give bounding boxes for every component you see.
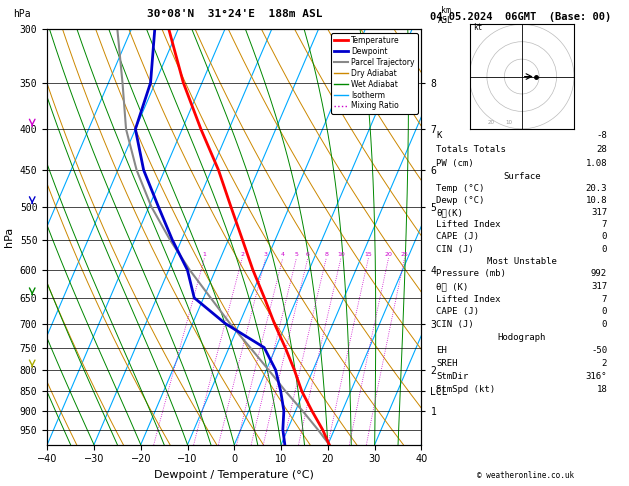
Text: 6: 6 bbox=[306, 252, 309, 257]
Text: 20: 20 bbox=[488, 121, 495, 125]
Text: θᴄ (K): θᴄ (K) bbox=[437, 282, 469, 291]
X-axis label: Dewpoint / Temperature (°C): Dewpoint / Temperature (°C) bbox=[154, 470, 314, 480]
Text: 10.8: 10.8 bbox=[586, 196, 607, 205]
Text: θᴄ(K): θᴄ(K) bbox=[437, 208, 464, 217]
Text: 18: 18 bbox=[596, 385, 607, 394]
Text: 2: 2 bbox=[602, 359, 607, 368]
Text: 1: 1 bbox=[203, 252, 206, 257]
Text: 04.05.2024  06GMT  (Base: 00): 04.05.2024 06GMT (Base: 00) bbox=[430, 12, 611, 22]
Text: Surface: Surface bbox=[503, 172, 540, 181]
Text: -50: -50 bbox=[591, 346, 607, 355]
Text: 0: 0 bbox=[602, 244, 607, 254]
Text: CIN (J): CIN (J) bbox=[437, 320, 474, 329]
Text: StmDir: StmDir bbox=[437, 372, 469, 381]
Text: Hodograph: Hodograph bbox=[498, 332, 546, 342]
Text: Lifted Index: Lifted Index bbox=[437, 220, 501, 229]
Text: PW (cm): PW (cm) bbox=[437, 159, 474, 168]
Text: EH: EH bbox=[437, 346, 447, 355]
Text: Pressure (mb): Pressure (mb) bbox=[437, 269, 506, 278]
Text: 10: 10 bbox=[505, 121, 512, 125]
Text: -8: -8 bbox=[596, 131, 607, 140]
Y-axis label: hPa: hPa bbox=[4, 227, 14, 247]
Text: Dewp (°C): Dewp (°C) bbox=[437, 196, 485, 205]
Text: 30°08'N  31°24'E  188m ASL: 30°08'N 31°24'E 188m ASL bbox=[147, 9, 322, 19]
Text: Most Unstable: Most Unstable bbox=[487, 257, 557, 266]
Text: hPa: hPa bbox=[13, 9, 31, 19]
Text: 5: 5 bbox=[294, 252, 298, 257]
Text: 4: 4 bbox=[281, 252, 285, 257]
Text: CAPE (J): CAPE (J) bbox=[437, 307, 479, 316]
Text: Lifted Index: Lifted Index bbox=[437, 295, 501, 304]
Text: 0: 0 bbox=[602, 307, 607, 316]
Text: 1.08: 1.08 bbox=[586, 159, 607, 168]
Text: CIN (J): CIN (J) bbox=[437, 244, 474, 254]
Text: K: K bbox=[437, 131, 442, 140]
Text: 2: 2 bbox=[240, 252, 244, 257]
Text: 10: 10 bbox=[337, 252, 345, 257]
Text: 317: 317 bbox=[591, 282, 607, 291]
Text: 0: 0 bbox=[602, 320, 607, 329]
Text: 316°: 316° bbox=[586, 372, 607, 381]
Text: 8: 8 bbox=[325, 252, 328, 257]
Text: SREH: SREH bbox=[437, 359, 458, 368]
Text: 25: 25 bbox=[401, 252, 408, 257]
Text: Totals Totals: Totals Totals bbox=[437, 145, 506, 154]
Text: 20.3: 20.3 bbox=[586, 184, 607, 193]
Text: kt: kt bbox=[473, 22, 482, 32]
Text: 15: 15 bbox=[365, 252, 372, 257]
Text: 28: 28 bbox=[596, 145, 607, 154]
Text: 20: 20 bbox=[384, 252, 392, 257]
Text: CAPE (J): CAPE (J) bbox=[437, 232, 479, 242]
Text: © weatheronline.co.uk: © weatheronline.co.uk bbox=[477, 471, 574, 480]
Text: 7: 7 bbox=[602, 220, 607, 229]
Text: km
ASL: km ASL bbox=[438, 6, 454, 25]
Legend: Temperature, Dewpoint, Parcel Trajectory, Dry Adiabat, Wet Adiabat, Isotherm, Mi: Temperature, Dewpoint, Parcel Trajectory… bbox=[331, 33, 418, 114]
Text: 7: 7 bbox=[602, 295, 607, 304]
Text: Temp (°C): Temp (°C) bbox=[437, 184, 485, 193]
Text: 992: 992 bbox=[591, 269, 607, 278]
Text: 317: 317 bbox=[591, 208, 607, 217]
Text: 3: 3 bbox=[264, 252, 267, 257]
Text: 0: 0 bbox=[602, 232, 607, 242]
Text: StmSpd (kt): StmSpd (kt) bbox=[437, 385, 496, 394]
